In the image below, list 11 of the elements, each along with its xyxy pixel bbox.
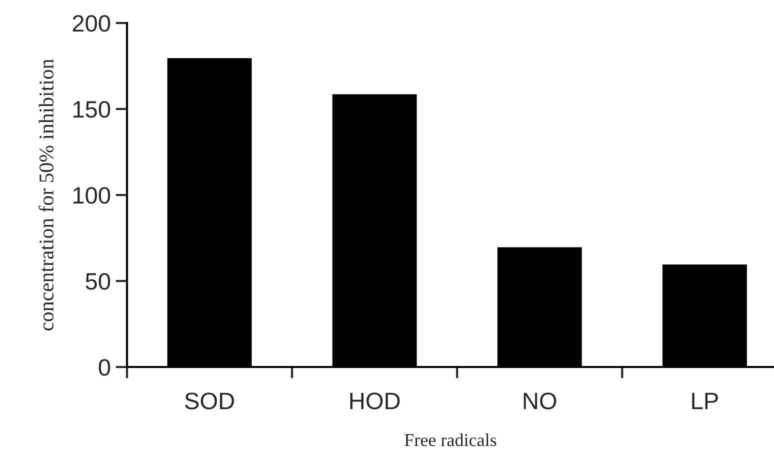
- x-tick-label: HOD: [350, 392, 400, 410]
- y-tick-label: 100: [73, 187, 110, 204]
- x-tick-label: LP: [692, 392, 718, 410]
- x-axis-title: Free radicals: [404, 433, 496, 446]
- y-tick-label: 50: [86, 273, 110, 290]
- y-tick-label: 0: [98, 359, 110, 376]
- y-tick-label: 200: [72, 15, 110, 32]
- y-tick-label: 150: [73, 101, 110, 118]
- x-tick-label: SOD: [185, 392, 234, 410]
- y-axis-title: concentration for 50% inhibition: [38, 59, 54, 330]
- x-tick-label: NO: [524, 392, 556, 410]
